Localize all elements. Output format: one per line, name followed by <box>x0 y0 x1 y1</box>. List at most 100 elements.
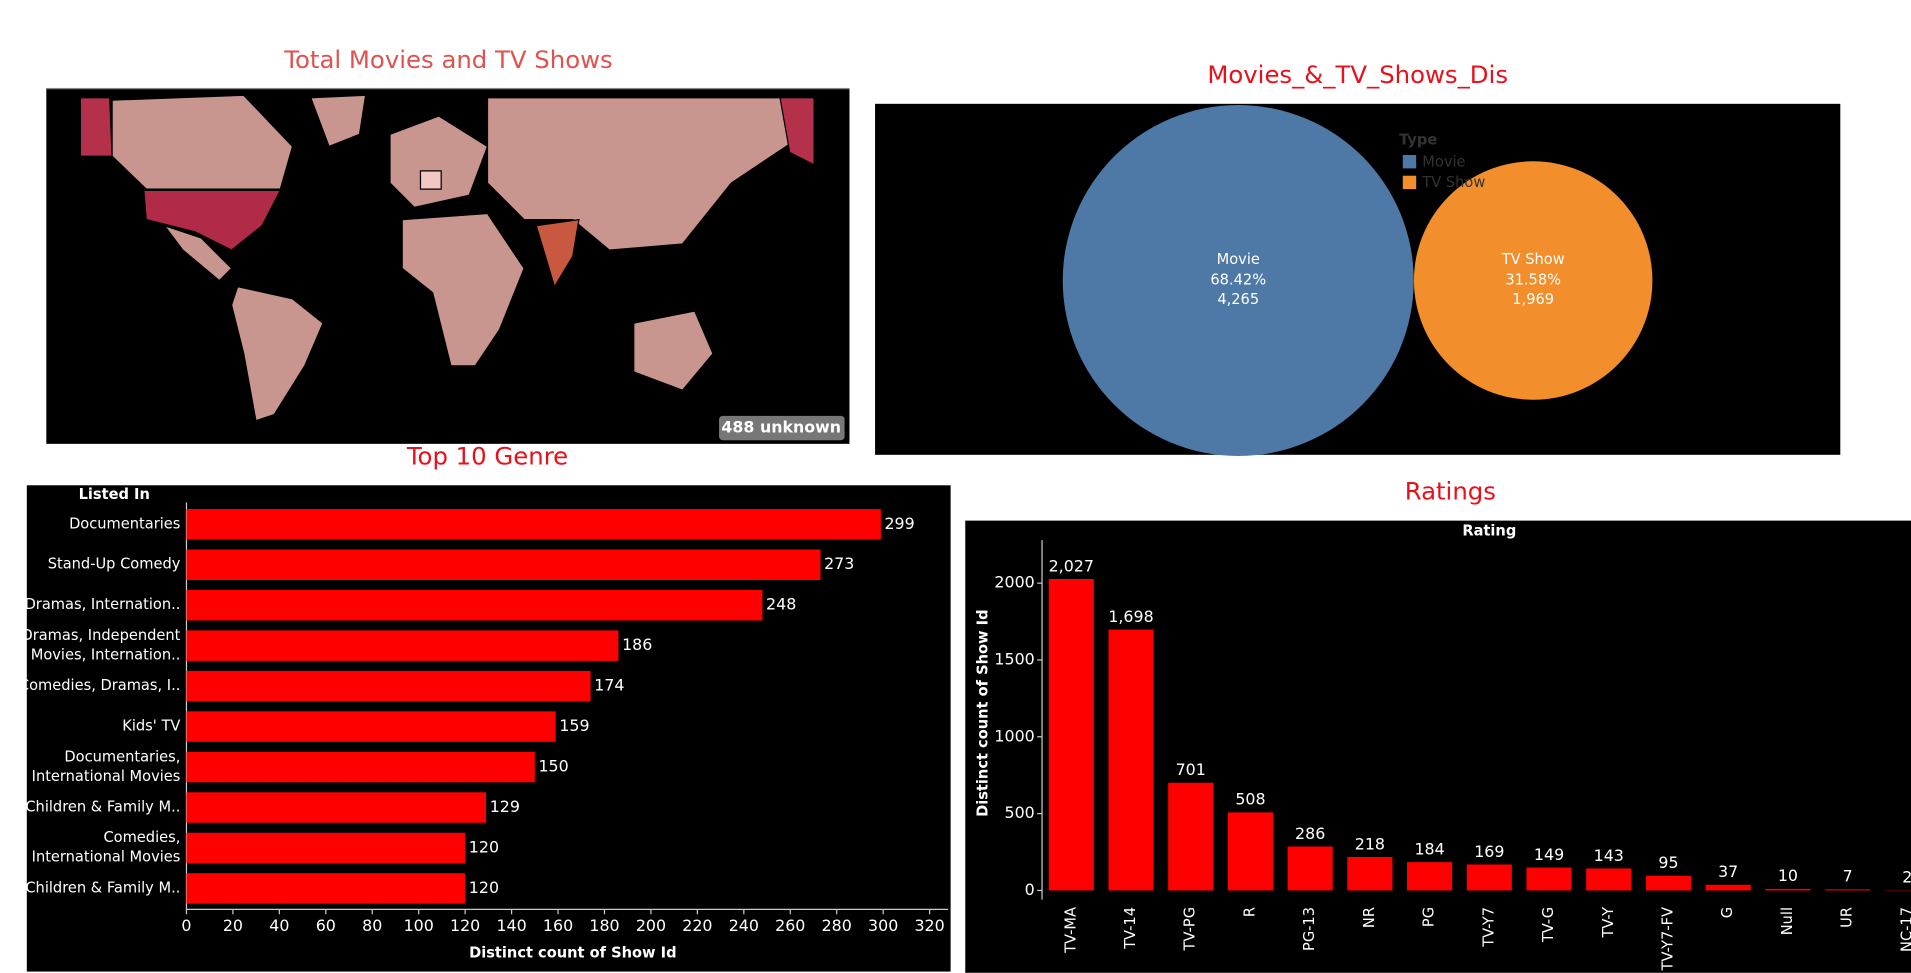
y-axis-title: Distinct count of Show Id <box>975 609 992 816</box>
bar <box>1108 629 1154 891</box>
bar <box>1705 884 1751 891</box>
value-label: 7 <box>1843 867 1853 886</box>
mexico <box>162 224 233 282</box>
value-label: 286 <box>1295 824 1325 843</box>
bubble <box>1062 105 1414 457</box>
bar <box>186 509 881 540</box>
value-label: 10 <box>1778 866 1798 885</box>
europe <box>389 115 489 209</box>
bar <box>1586 868 1632 891</box>
x-tick-label: 320 <box>914 916 944 935</box>
x-tick-label: 120 <box>450 916 480 935</box>
bubble <box>1413 161 1653 400</box>
x-tick-label: TV-PG <box>1182 907 1199 951</box>
bar <box>1825 889 1871 891</box>
value-label: 299 <box>884 514 914 533</box>
legend-swatch <box>1402 155 1417 169</box>
greenland <box>309 94 367 148</box>
x-tick-label: 200 <box>636 916 666 935</box>
value-label: 508 <box>1235 790 1265 809</box>
australia <box>633 310 714 391</box>
y-tick-label: Documentaries <box>69 515 180 532</box>
legend-swatch <box>1402 175 1417 190</box>
unknown-badge <box>719 415 845 441</box>
canada <box>111 94 294 190</box>
bar <box>1287 846 1333 891</box>
y-tick-label: Kids' TV <box>122 718 180 735</box>
x-tick-label: TV-G <box>1540 907 1557 943</box>
x-tick-label: 40 <box>269 916 289 935</box>
bar <box>1048 578 1094 891</box>
value-label: 218 <box>1355 834 1385 853</box>
ratings-panel <box>965 520 1911 973</box>
india <box>535 218 580 289</box>
bar <box>1168 782 1214 891</box>
value-label: 701 <box>1176 760 1206 779</box>
x-tick-label: PG-13 <box>1301 907 1318 951</box>
bar <box>186 751 535 783</box>
usa <box>143 189 282 251</box>
y-tick-label: 0 <box>1025 880 1035 899</box>
value-label: 186 <box>622 635 652 654</box>
x-axis-title: Distinct count of Show Id <box>469 944 676 961</box>
x-tick-label: R <box>1241 907 1258 917</box>
legend-label: Movie <box>1422 153 1465 170</box>
bar <box>186 589 763 621</box>
value-label: 120 <box>469 837 499 856</box>
x-tick-label: 260 <box>775 916 805 935</box>
y-tick-label: Stand-Up Comedy <box>48 556 181 573</box>
germany <box>419 170 442 190</box>
x-tick-label: 280 <box>822 916 852 935</box>
ratings-title: Ratings <box>1405 477 1496 506</box>
x-tick-label: 180 <box>589 916 619 935</box>
value-label: 120 <box>469 878 499 897</box>
x-tick-label: 140 <box>496 916 526 935</box>
y-tick-label: Comedies, <box>103 829 180 846</box>
bar <box>186 832 466 864</box>
x-tick-label: Null <box>1779 907 1796 935</box>
value-label: 150 <box>538 757 568 776</box>
value-label: 129 <box>490 797 520 816</box>
bar <box>186 630 619 661</box>
y-tick-label: 1000 <box>994 726 1034 745</box>
africa <box>401 212 525 367</box>
map-title: Total Movies and TV Shows <box>283 45 612 74</box>
bar <box>1526 867 1572 891</box>
south-america <box>230 285 324 422</box>
x-tick-label: 20 <box>223 916 243 935</box>
far-east <box>779 97 815 166</box>
value-label: 273 <box>824 554 854 573</box>
x-tick-label: 300 <box>868 916 898 935</box>
value-label: 2,027 <box>1049 556 1094 575</box>
bubble-title: Movies_&_TV_Shows_Dis <box>1207 60 1508 89</box>
value-label: 174 <box>594 676 624 695</box>
x-axis-title: Rating <box>1462 523 1516 540</box>
map-shapes <box>79 94 815 422</box>
x-tick-label: UR <box>1839 907 1856 928</box>
x-tick-label: NR <box>1361 907 1378 928</box>
bar <box>186 792 487 823</box>
bubble-percent: 31.58% <box>1505 272 1561 289</box>
bubble-category: Movie <box>1217 251 1260 268</box>
x-tick-label: 160 <box>543 916 573 935</box>
value-label: 169 <box>1474 842 1504 861</box>
value-label: 2 <box>1902 867 1911 886</box>
x-tick-label: 0 <box>181 916 191 935</box>
y-tick-label: 2000 <box>994 573 1034 592</box>
x-tick-label: TV-14 <box>1122 907 1139 950</box>
legend-label: TV Show <box>1421 174 1485 191</box>
x-tick-label: NC-17 <box>1898 907 1911 952</box>
x-tick-label: TV-Y <box>1600 907 1617 939</box>
legend-title: Type <box>1399 131 1437 148</box>
value-label: 143 <box>1594 846 1624 865</box>
x-tick-label: G <box>1719 907 1736 918</box>
y-tick-label: International Movies <box>32 849 181 866</box>
y-tick-label: 500 <box>1005 803 1035 822</box>
y-tick-label: International Movies <box>32 768 181 785</box>
y-tick-label: Dramas, Independent <box>21 627 180 644</box>
y-axis-title: Listed In <box>79 486 150 503</box>
y-tick-label: Children & Family M.. <box>25 879 180 896</box>
bubble-count: 4,265 <box>1217 291 1259 308</box>
